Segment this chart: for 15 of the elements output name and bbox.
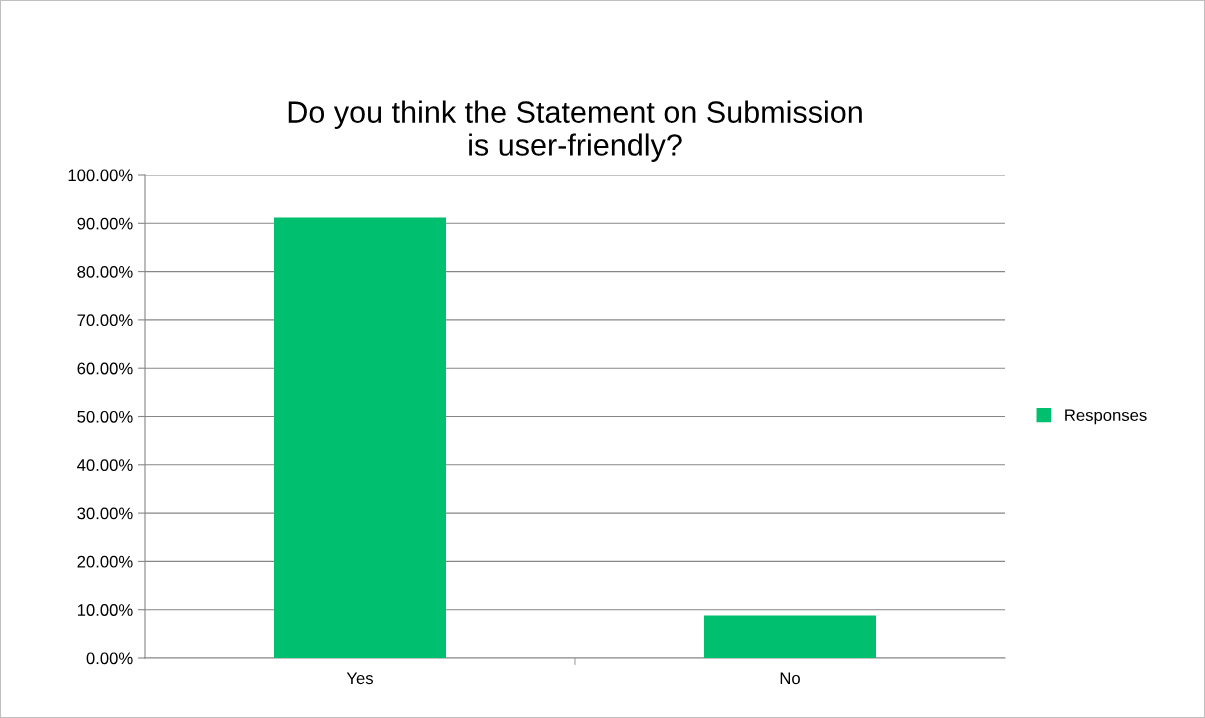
y-tick-label: 50.00%	[77, 410, 133, 423]
y-tick-label: 0.00%	[86, 652, 133, 665]
y-tick-label: 30.00%	[77, 507, 133, 520]
x-tick-label: No	[780, 672, 800, 685]
x-tick-label: Yes	[346, 672, 373, 685]
chart-title: Do you think the Statement on Submission is user-friendly?	[288, 100, 862, 162]
y-tick-label: 20.00%	[77, 555, 133, 568]
y-tick-label: 10.00%	[77, 604, 133, 616]
y-tick-label: 100.00%	[68, 169, 133, 182]
y-tick-label: 60.00%	[77, 362, 133, 375]
legend-label: Responses	[1065, 409, 1147, 425]
y-tick-label: 80.00%	[77, 266, 133, 278]
y-tick-label: 40.00%	[77, 459, 133, 471]
y-tick-label: 90.00%	[77, 217, 133, 230]
y-tick-label: 70.00%	[77, 314, 133, 327]
